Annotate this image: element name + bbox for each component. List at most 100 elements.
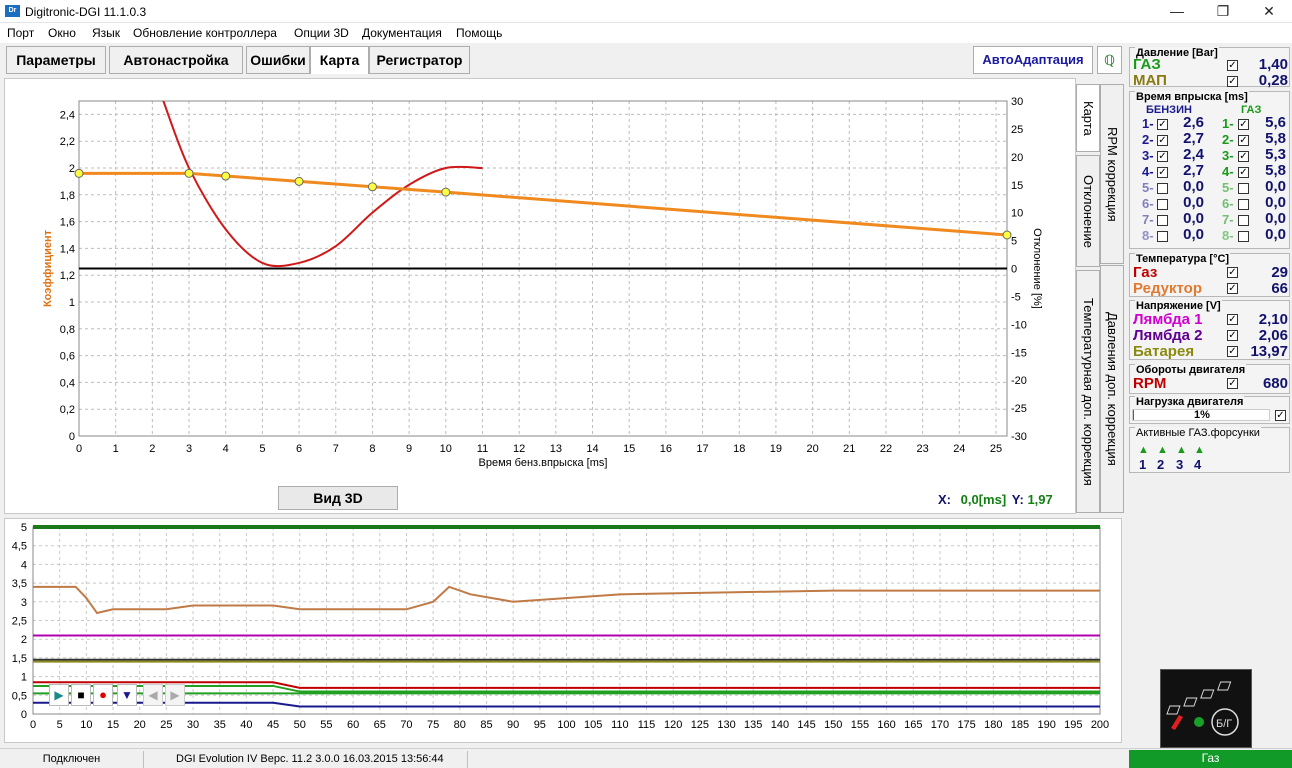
temp-reducer-value: 66 xyxy=(1271,280,1288,297)
gas-injector-checkbox[interactable] xyxy=(1238,183,1249,194)
minimize-icon[interactable]: — xyxy=(1170,3,1184,19)
x-tick-label: 195 xyxy=(1064,719,1082,731)
petrol-injector-label: 3- xyxy=(1142,148,1154,163)
scroll-right-icon[interactable]: ▶ xyxy=(165,684,185,706)
status-connection: Подключен xyxy=(0,751,144,768)
log-chart[interactable]: 0 5 10 15 20 25 30 35 40 45 50 55 60 65 70 75 80 85 90 95 10… xyxy=(5,519,1123,744)
y-tick-label: 0,5 xyxy=(12,690,27,702)
pressure-map-checkbox[interactable]: ✓ xyxy=(1227,76,1238,87)
tab-side-deviation[interactable]: Отклонение xyxy=(1076,155,1100,267)
play-icon[interactable]: ▶ xyxy=(49,684,69,706)
tab-side-temperature-correction[interactable]: Температурная доп. коррекция xyxy=(1076,270,1100,513)
stop-icon[interactable]: ■ xyxy=(71,684,91,706)
petrol-header: БЕНЗИН xyxy=(1146,104,1192,116)
y-left-tick-label: 1,2 xyxy=(60,270,75,282)
tab-parameters[interactable]: Параметры xyxy=(6,46,106,74)
scroll-left-icon[interactable]: ◀ xyxy=(143,684,163,706)
gas-injector-checkbox[interactable] xyxy=(1238,231,1249,242)
petrol-injector-checkbox[interactable]: ✓ xyxy=(1157,119,1168,130)
y-right-tick-label: 30 xyxy=(1011,96,1023,108)
pressure-gas-checkbox[interactable]: ✓ xyxy=(1227,60,1238,71)
injector-label: 4 xyxy=(1194,457,1202,472)
petrol-injector-checkbox[interactable] xyxy=(1157,199,1168,210)
voltage-title: Напряжение [V] xyxy=(1135,300,1222,312)
coefficient-knot-point xyxy=(1002,230,1012,240)
x-tick-label: 115 xyxy=(638,719,656,731)
petrol-injector-checkbox[interactable] xyxy=(1157,183,1168,194)
gas-injector-value: 5,6 xyxy=(1265,114,1286,131)
petrol-injector-checkbox[interactable]: ✓ xyxy=(1157,151,1168,162)
close-icon[interactable]: ✕ xyxy=(1263,3,1275,19)
gas-injector-checkbox[interactable]: ✓ xyxy=(1238,135,1249,146)
petrol-injector-checkbox[interactable] xyxy=(1157,215,1168,226)
petrol-injector-checkbox[interactable]: ✓ xyxy=(1157,167,1168,178)
x-tick-label: 1 xyxy=(113,443,119,455)
petrol-injector-checkbox[interactable] xyxy=(1157,231,1168,242)
battery-label: Батарея xyxy=(1133,343,1195,360)
gas-injector-checkbox[interactable] xyxy=(1238,215,1249,226)
y-right-tick-label: -10 xyxy=(1011,319,1027,331)
maximize-icon[interactable]: ❐ xyxy=(1216,3,1230,19)
readout-y-label: Y: xyxy=(1011,492,1024,507)
battery-checkbox[interactable]: ✓ xyxy=(1227,346,1238,357)
gas-injector-checkbox[interactable] xyxy=(1238,199,1249,210)
gas-injector-checkbox[interactable]: ✓ xyxy=(1238,151,1249,162)
menu-controller-update[interactable]: Обновление контроллера xyxy=(133,26,277,40)
x-tick-label: 65 xyxy=(374,719,386,731)
tab-side-rpm-correction[interactable]: RPM коррекция xyxy=(1100,84,1124,264)
x-tick-label: 5 xyxy=(259,443,265,455)
lambda2-checkbox[interactable]: ✓ xyxy=(1227,330,1238,341)
y-axis-left-label: Коэффициент xyxy=(42,229,54,307)
menu-window[interactable]: Окно xyxy=(48,26,76,40)
rpm-checkbox[interactable]: ✓ xyxy=(1227,378,1238,389)
y-left-tick-label: 2,4 xyxy=(60,109,75,121)
menu-language[interactable]: Язык xyxy=(92,26,121,40)
x-tick-label: 25 xyxy=(990,443,1002,455)
lambda1-checkbox[interactable]: ✓ xyxy=(1227,314,1238,325)
petrol-injector-checkbox[interactable]: ✓ xyxy=(1157,135,1168,146)
autoadapt-button[interactable]: АвтоАдаптация xyxy=(973,46,1093,74)
x-tick-label: 35 xyxy=(214,719,226,731)
load-checkbox[interactable]: ✓ xyxy=(1275,410,1286,421)
adapt-settings-icon[interactable]: ℚ xyxy=(1097,46,1122,74)
x-tick-label: 160 xyxy=(877,719,895,731)
playback-toolbar: ▶ ■ ● ▼ ◀ ▶ xyxy=(35,683,189,709)
coefficient-knot-point xyxy=(367,182,377,192)
map-chart[interactable]: 0 1 2 3 4 5 6 7 8 9 10 11 12 13 14 15 16 17 18 19 20 21 22 23 24… xyxy=(5,79,1077,515)
y-right-tick-label: -25 xyxy=(1011,403,1027,415)
menu-options-3d[interactable]: Опции 3D xyxy=(294,26,349,40)
tab-recorder[interactable]: Регистратор xyxy=(369,46,470,74)
gas-injector-checkbox[interactable]: ✓ xyxy=(1238,167,1249,178)
tab-errors[interactable]: Ошибки xyxy=(246,46,310,74)
x-tick-label: 23 xyxy=(917,443,929,455)
menu-documentation[interactable]: Документация xyxy=(362,26,442,40)
temp-reducer-label: Редуктор xyxy=(1133,280,1203,297)
tab-map[interactable]: Карта xyxy=(310,46,369,74)
x-tick-label: 150 xyxy=(824,719,842,731)
record-icon[interactable]: ● xyxy=(93,684,113,706)
temp-reducer-checkbox[interactable]: ✓ xyxy=(1227,283,1238,294)
y-left-tick-label: 1,4 xyxy=(60,243,75,255)
x-tick-label: 0 xyxy=(76,443,82,455)
y-tick-label: 5 xyxy=(21,522,27,534)
x-tick-label: 7 xyxy=(333,443,339,455)
menu-help[interactable]: Помощь xyxy=(456,26,503,40)
tab-autotune[interactable]: Автонастройка xyxy=(109,46,243,74)
fuel-switch-widget[interactable]: Б/Г xyxy=(1160,669,1252,748)
injector-label: 3 xyxy=(1176,457,1184,472)
gas-injector-checkbox[interactable]: ✓ xyxy=(1238,119,1249,130)
y-right-tick-label: 0 xyxy=(1011,264,1017,276)
menu-port[interactable]: Порт xyxy=(7,26,35,40)
fuel-switch-icon: Б/Г xyxy=(1166,681,1239,736)
coefficient-knot-point xyxy=(221,171,231,181)
log-chart-panel: 0 5 10 15 20 25 30 35 40 45 50 55 60 65 70 75 80 85 90 95 10… xyxy=(4,518,1122,743)
tab-side-map[interactable]: Карта xyxy=(1076,84,1100,152)
injector-label: 2 xyxy=(1157,457,1165,472)
view-3d-button[interactable]: Вид 3D xyxy=(278,486,398,510)
temp-gas-checkbox[interactable]: ✓ xyxy=(1227,267,1238,278)
tab-side-pressure-correction[interactable]: Давления доп. коррекция xyxy=(1100,265,1124,513)
coefficient-series-line xyxy=(79,171,1008,237)
save-down-icon[interactable]: ▼ xyxy=(117,684,137,706)
y-right-tick-label: 25 xyxy=(1011,124,1023,136)
right-panel: Давление [Bar] ГАЗ ✓ 1,40 МАП ✓ 0,28 Вре… xyxy=(1127,43,1292,748)
